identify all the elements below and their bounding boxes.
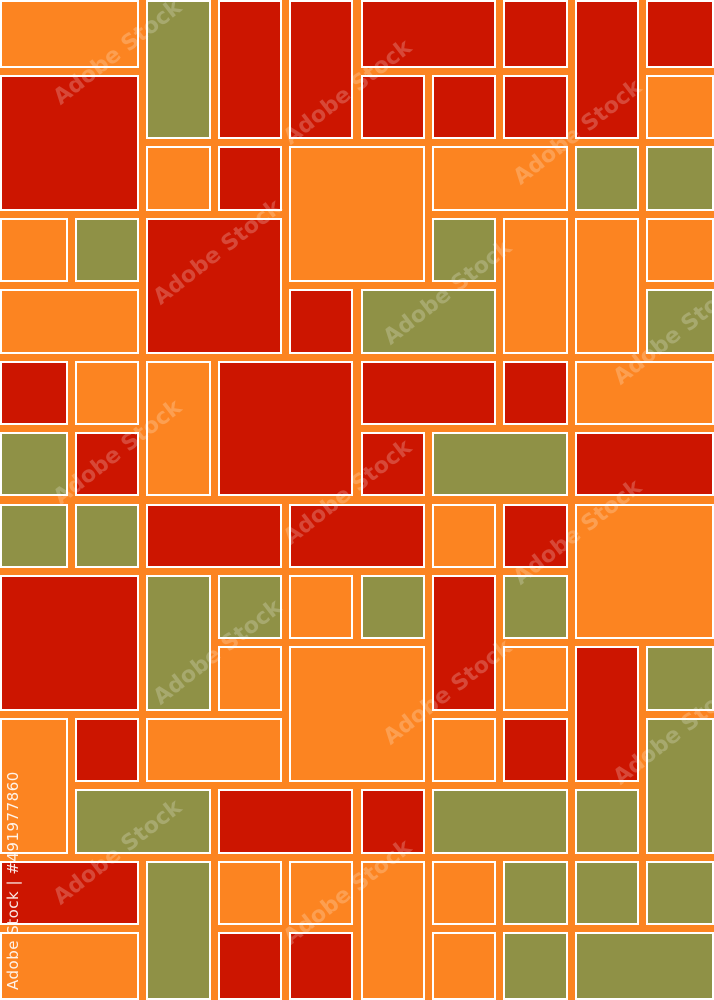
tile-olive [646, 289, 714, 354]
tile-red [289, 932, 354, 1000]
tile-red [289, 503, 425, 568]
tile-olive [646, 146, 714, 211]
tile-red [503, 503, 568, 568]
tile-orange [0, 289, 140, 354]
tile-red [0, 860, 140, 926]
tile-orange [574, 360, 714, 426]
tile-orange [431, 860, 497, 926]
tile-orange [289, 860, 354, 926]
tile-olive [74, 503, 140, 568]
tile-orange [431, 717, 497, 783]
tile-olive [146, 574, 211, 711]
tile-orange [289, 574, 354, 640]
tile-orange [574, 503, 714, 640]
tile-olive [574, 146, 640, 211]
tile-orange [217, 646, 283, 711]
tile-orange [289, 646, 425, 783]
tile-red [646, 0, 714, 68]
tile-olive [574, 789, 640, 854]
tile-orange [431, 932, 497, 1000]
tile-orange [0, 932, 140, 1000]
tile-orange [146, 146, 211, 211]
tile-red [0, 360, 68, 426]
tile-red [574, 0, 640, 140]
tile-olive [74, 217, 140, 283]
tile-red [289, 289, 354, 354]
tile-olive [503, 932, 568, 1000]
tile-red [360, 0, 497, 68]
tile-olive [646, 717, 714, 854]
tile-olive [503, 574, 568, 640]
tile-olive [574, 860, 640, 926]
tile-olive [503, 860, 568, 926]
tile-olive [360, 289, 497, 354]
tile-red [574, 432, 714, 497]
tile-red [217, 0, 283, 140]
tile-orange [574, 217, 640, 354]
tile-red [503, 360, 568, 426]
tile-red [0, 574, 140, 711]
tile-orange [431, 503, 497, 568]
tile-red [217, 932, 283, 1000]
tile-olive [431, 432, 568, 497]
tile-olive [574, 932, 714, 1000]
tile-orange [146, 717, 283, 783]
tile-olive [646, 860, 714, 926]
tile-olive [146, 860, 211, 1000]
tile-red [360, 432, 425, 497]
tile-red [360, 74, 425, 140]
tile-orange [503, 217, 568, 354]
tile-red [431, 74, 497, 140]
tile-orange [146, 360, 211, 497]
tile-orange [503, 646, 568, 711]
tile-olive [0, 503, 68, 568]
tile-orange [217, 860, 283, 926]
tile-orange [431, 146, 568, 211]
tile-red [503, 717, 568, 783]
tile-orange [0, 0, 140, 68]
tile-orange [0, 717, 68, 854]
tile-red [74, 432, 140, 497]
tile-olive [0, 432, 68, 497]
tile-red [503, 0, 568, 68]
tile-red [146, 503, 283, 568]
tile-olive [74, 789, 211, 854]
tile-orange [360, 860, 425, 1000]
tile-olive [431, 789, 568, 854]
tile-orange [74, 360, 140, 426]
tile-red [574, 646, 640, 783]
tile-red [0, 74, 140, 211]
tile-red [217, 360, 354, 497]
tile-orange [0, 217, 68, 283]
tile-olive [646, 646, 714, 711]
tile-red [217, 146, 283, 211]
tile-orange [289, 146, 425, 283]
tile-red [74, 717, 140, 783]
tile-olive [360, 574, 425, 640]
stock-id-watermark: Adobe Stock | #491977860 [4, 771, 22, 990]
tile-orange [646, 217, 714, 283]
tile-red [503, 74, 568, 140]
tile-orange [646, 74, 714, 140]
tile-red [217, 789, 354, 854]
tile-olive [431, 217, 497, 283]
tile-red [360, 360, 497, 426]
tile-red [289, 0, 354, 140]
tile-olive [217, 574, 283, 640]
tile-red [431, 574, 497, 711]
tile-olive [146, 0, 211, 140]
tile-red [146, 217, 283, 354]
tile-red [360, 789, 425, 854]
